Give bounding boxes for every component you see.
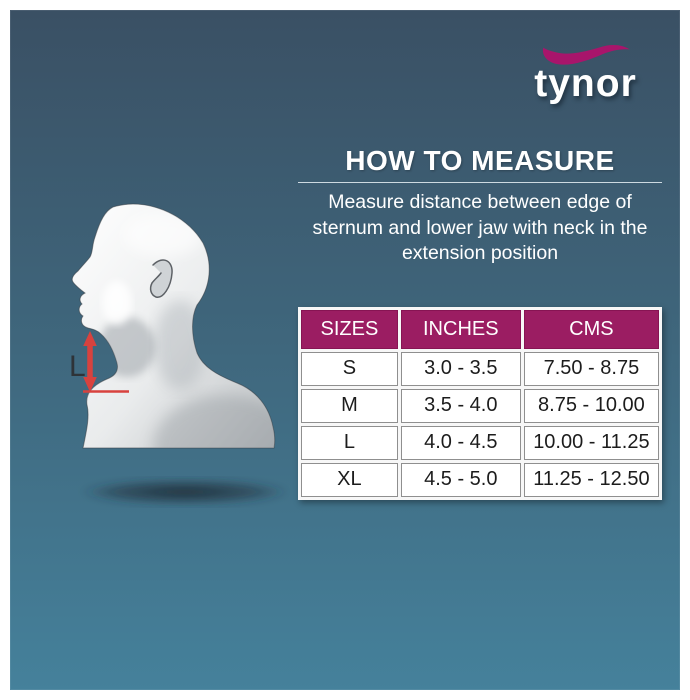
inches-cell: 4.0 - 4.5 [400,425,521,460]
cms-cell: 10.00 - 11.25 [523,425,659,460]
inches-cell: 3.5 - 4.0 [400,388,521,423]
header-row: SIZES INCHES CMS [301,309,659,349]
measure-section: HOW TO MEASURE Measure distance between … [298,146,662,500]
size-chart-table: SIZES INCHES CMS S 3.0 - 3.5 7.50 - 8.75… [298,306,662,500]
tynor-logo: tynor [513,42,658,105]
table-row: M 3.5 - 4.0 8.75 - 10.00 [301,388,659,423]
infographic-canvas: tynor [10,10,680,690]
table-row: XL 4.5 - 5.0 11.25 - 12.50 [301,462,659,497]
inches-cell: 3.0 - 3.5 [400,351,521,386]
measurement-label: L [69,350,86,383]
measure-arrow-icon [83,331,129,393]
inches-cell: 4.5 - 5.0 [400,462,521,497]
cms-cell: 11.25 - 12.50 [523,462,659,497]
size-cell: S [301,351,398,386]
size-cell: M [301,388,398,423]
page-title: HOW TO MEASURE [345,145,615,176]
column-header-cms: CMS [523,309,659,349]
cms-cell: 7.50 - 8.75 [523,351,659,386]
table-row: L 4.0 - 4.5 10.00 - 11.25 [301,425,659,460]
column-header-inches: INCHES [400,309,521,349]
column-header-sizes: SIZES [301,309,398,349]
swoosh-shape [542,44,630,65]
logo-wordmark: tynor [534,62,637,105]
size-cell: XL [301,462,398,497]
measure-instructions: Measure distance between edge of sternum… [312,191,648,264]
cms-cell: 8.75 - 10.00 [523,388,659,423]
mannequin-bust-figure: L [69,203,289,505]
ear-detail [149,259,173,298]
ground-shadow [81,479,289,505]
logo-swoosh-icon [542,44,630,65]
table-row: S 3.0 - 3.5 7.50 - 8.75 [301,351,659,386]
size-cell: L [301,425,398,460]
title-divider [298,182,662,183]
